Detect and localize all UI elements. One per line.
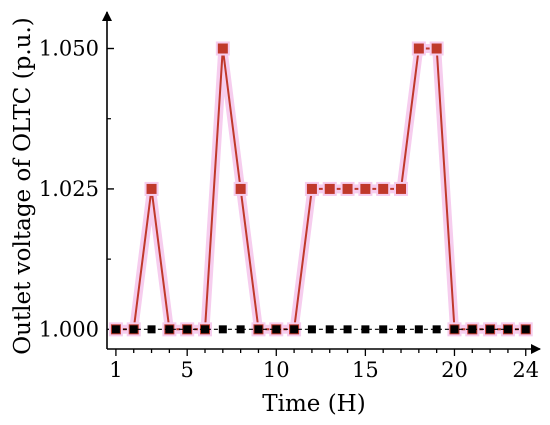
data-point	[217, 43, 228, 54]
data-point	[147, 325, 156, 334]
series-line	[115, 47, 526, 331]
y-axis-arrow	[102, 11, 112, 21]
data-point	[432, 325, 441, 334]
data-point	[218, 325, 227, 334]
data-point	[431, 43, 442, 54]
labels: Time (H) Outlet voltage of OLTC (p.u.) 1…	[10, 17, 539, 417]
data-point	[201, 325, 210, 334]
data-point	[343, 325, 352, 334]
data-point	[146, 183, 157, 194]
data-point	[272, 325, 281, 334]
x-tick-label: 5	[180, 358, 193, 382]
data-point	[361, 325, 370, 334]
data-point	[342, 183, 353, 194]
data-point	[396, 183, 407, 194]
data-point	[307, 325, 316, 334]
data-point	[236, 325, 245, 334]
data-point	[414, 325, 423, 334]
data-point	[129, 325, 138, 334]
y-tick-label: 1.000	[39, 317, 99, 341]
data-point	[360, 183, 371, 194]
x-tick-label: 1	[109, 358, 122, 382]
x-tick-label: 10	[263, 358, 290, 382]
data-point	[468, 325, 477, 334]
data-point	[379, 325, 388, 334]
x-axis-arrow	[531, 344, 541, 354]
data-point	[254, 325, 263, 334]
data-point	[324, 183, 335, 194]
data-point	[450, 325, 459, 334]
x-tick-label: 20	[441, 358, 468, 382]
data-point	[397, 325, 406, 334]
axes	[102, 11, 541, 356]
data-point	[521, 325, 530, 334]
data-point	[165, 325, 174, 334]
data-point	[486, 325, 495, 334]
data-point	[111, 325, 120, 334]
y-tick-label: 1.025	[39, 177, 99, 201]
data-point	[325, 325, 334, 334]
data-point	[503, 325, 512, 334]
data-point	[290, 325, 299, 334]
data-point	[235, 183, 246, 194]
y-axis-label: Outlet voltage of OLTC (p.u.)	[10, 17, 36, 355]
data-point	[183, 325, 192, 334]
x-tick-label: 24	[512, 358, 539, 382]
y-tick-label: 1.050	[39, 37, 99, 61]
x-tick-label: 15	[352, 358, 379, 382]
series-layer	[108, 41, 533, 337]
data-point	[306, 183, 317, 194]
data-point	[413, 43, 424, 54]
x-axis-label: Time (H)	[262, 391, 365, 417]
data-point	[378, 183, 389, 194]
